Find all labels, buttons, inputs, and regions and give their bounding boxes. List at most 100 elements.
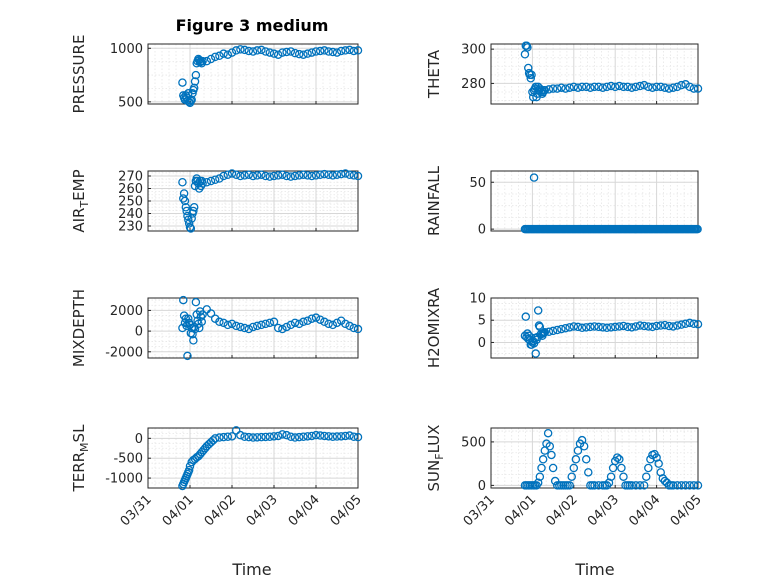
- data-point: [294, 171, 304, 180]
- data-point: [341, 319, 350, 329]
- data-point: [290, 318, 300, 328]
- data-point: [282, 430, 291, 440]
- data-point: [577, 323, 587, 333]
- data-point: [189, 206, 198, 216]
- data-point: [269, 171, 279, 181]
- data-point: [324, 432, 333, 441]
- data-point: [290, 171, 300, 181]
- data-point: [685, 82, 694, 92]
- figure-title: Figure 3 medium: [176, 16, 329, 35]
- data-point: [294, 432, 304, 442]
- data-point: [631, 82, 641, 92]
- data-point: [538, 455, 548, 464]
- data-point: [320, 46, 329, 55]
- data-point: [257, 170, 266, 179]
- y-axis-label: PRESSURE: [70, 35, 88, 114]
- data-point: [533, 306, 543, 315]
- data-point: [332, 48, 342, 57]
- data-point: [240, 171, 249, 180]
- data-point: [598, 83, 608, 92]
- data-point: [257, 320, 266, 330]
- data-point: [345, 45, 354, 55]
- y-tick-label: 0: [478, 336, 486, 351]
- y-axis-label: SUNFLUX: [425, 425, 446, 492]
- data-point: [282, 322, 291, 332]
- data-point: [677, 481, 686, 490]
- data-point: [215, 433, 224, 442]
- data-point: [286, 432, 296, 441]
- data-point: [315, 170, 325, 179]
- data-point: [660, 83, 670, 92]
- y-tick-label: 10: [469, 292, 486, 307]
- y-axis-label: AIRTEMP: [70, 169, 91, 232]
- data-point: [219, 432, 228, 442]
- data-point: [231, 321, 241, 331]
- data-point: [594, 82, 603, 92]
- data-point: [617, 463, 626, 473]
- data-point: [567, 472, 576, 481]
- data-point: [613, 453, 622, 462]
- data-point: [278, 48, 287, 57]
- data-point: [581, 82, 591, 92]
- data-point: [602, 82, 612, 92]
- data-point: [328, 171, 338, 180]
- data-point: [184, 219, 194, 228]
- data-point: [353, 46, 363, 55]
- y-tick-label: 0: [135, 325, 143, 340]
- data-point: [538, 329, 548, 338]
- data-point: [223, 170, 233, 179]
- data-point: [179, 295, 188, 305]
- data-point: [240, 432, 249, 441]
- y-axis-label: RAINFALL: [425, 165, 443, 236]
- subplot-mixdepth: -2000 0 2000 MIXDEPTH: [70, 289, 363, 367]
- data-point: [594, 322, 603, 332]
- data-point: [219, 49, 228, 58]
- data-point: [320, 431, 329, 441]
- y-tick-label: 2000: [110, 304, 143, 319]
- data-point: [689, 84, 699, 93]
- data-point: [635, 321, 645, 330]
- data-point: [569, 82, 579, 92]
- data-point: [332, 170, 342, 179]
- data-point: [631, 322, 641, 331]
- data-point: [526, 74, 535, 83]
- data-point: [231, 426, 241, 435]
- data-point: [349, 171, 359, 180]
- data-point: [602, 481, 612, 490]
- data-point: [561, 323, 570, 333]
- data-point: [547, 450, 556, 460]
- y-tick-label: 0: [478, 479, 486, 494]
- data-point: [552, 325, 562, 335]
- data-point: [524, 331, 534, 341]
- data-point: [545, 442, 555, 451]
- data-point: [257, 45, 266, 55]
- data-point: [648, 322, 657, 332]
- data-point: [540, 327, 550, 337]
- data-point: [244, 324, 254, 334]
- data-point: [627, 481, 637, 490]
- axes-outline: [147, 43, 359, 105]
- data-point: [240, 45, 249, 55]
- data-point: [548, 84, 558, 93]
- data-point: [328, 47, 338, 57]
- data-point: [681, 481, 690, 490]
- data-point: [244, 46, 254, 56]
- y-tick-label: -1000: [105, 472, 143, 487]
- data-point: [652, 82, 661, 92]
- data-point: [286, 47, 296, 56]
- data-point: [248, 171, 258, 181]
- data-point: [265, 172, 275, 181]
- data-point: [181, 202, 191, 212]
- y-tick-label: 280: [461, 77, 486, 92]
- data-point: [294, 319, 304, 329]
- data-point: [290, 48, 300, 58]
- data-point: [261, 319, 270, 329]
- data-point: [278, 430, 287, 439]
- data-point: [673, 481, 682, 490]
- data-point: [336, 169, 346, 179]
- data-point: [180, 196, 190, 206]
- data-point: [341, 431, 350, 441]
- data-point: [269, 317, 279, 327]
